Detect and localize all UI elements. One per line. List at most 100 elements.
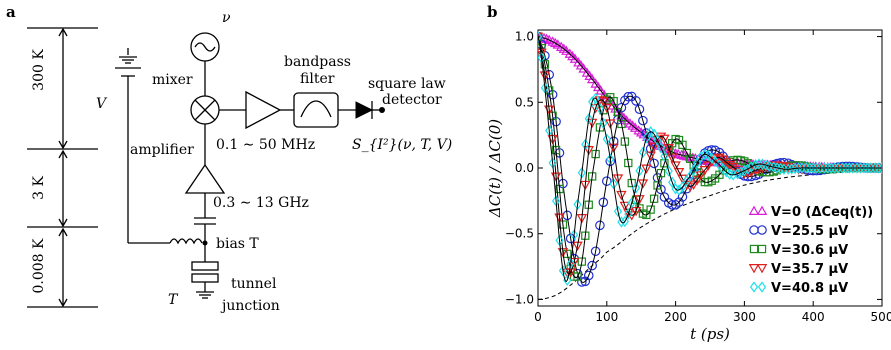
data-point <box>749 281 759 293</box>
data-point <box>631 182 641 194</box>
data-point <box>566 257 575 270</box>
data-point <box>538 32 544 43</box>
data-point <box>874 162 882 174</box>
legend-item: V=30.6 μV <box>749 243 848 258</box>
data-point <box>666 153 678 163</box>
x-tick-label: 400 <box>802 310 825 324</box>
data-point <box>595 220 605 231</box>
rf-amplifier: amplifier 0.3 ∼ 13 GHz <box>130 142 309 218</box>
data-point <box>558 264 568 277</box>
amplifier-label: amplifier <box>130 142 194 158</box>
y-tick-label: −1.0 <box>505 292 534 306</box>
y-tick-label: 1.0 <box>515 30 534 44</box>
data-point <box>699 166 711 176</box>
data-point <box>572 241 583 252</box>
data-point <box>620 137 630 146</box>
data-point <box>577 257 587 266</box>
data-point <box>538 48 547 59</box>
data-point <box>620 215 629 228</box>
data-point <box>686 170 695 182</box>
fit-curve <box>538 36 882 283</box>
data-point <box>601 176 612 186</box>
data-point <box>595 102 605 115</box>
series-5 <box>538 30 882 286</box>
data-point <box>852 162 862 174</box>
data-point <box>877 162 882 174</box>
data-point <box>629 122 641 132</box>
tunnel-junction: tunnel junction T <box>168 261 280 314</box>
data-point <box>617 216 626 228</box>
panel-b-label: b <box>487 3 498 21</box>
data-point <box>538 52 546 64</box>
data-point <box>598 97 609 107</box>
y-tick-label: 0.0 <box>515 161 534 175</box>
data-point <box>587 260 597 271</box>
envelope-curve <box>538 170 882 300</box>
data-point <box>674 197 684 207</box>
oscillator: ν <box>190 10 231 96</box>
data-point <box>830 162 839 174</box>
x-tick-label: 300 <box>733 310 756 324</box>
data-point <box>602 133 611 145</box>
data-point <box>668 176 677 188</box>
data-point <box>538 31 543 42</box>
if-amplifier: 0.1 ∼ 50 MHz <box>216 90 315 153</box>
data-point <box>673 168 685 178</box>
data-point <box>626 211 637 221</box>
data-point <box>756 205 768 215</box>
data-point <box>859 162 869 174</box>
data-point <box>616 190 627 201</box>
legend-item: V=35.7 μV <box>748 262 848 277</box>
data-point <box>649 128 659 140</box>
x-tick-label: 200 <box>664 310 687 324</box>
data-point <box>586 73 598 84</box>
data-point <box>757 244 767 254</box>
data-point <box>634 104 645 115</box>
data-point <box>583 270 594 281</box>
data-point <box>724 160 735 171</box>
data-point <box>624 158 633 168</box>
data-point <box>627 178 636 188</box>
data-point <box>805 162 814 174</box>
data-point <box>823 162 832 174</box>
data-point <box>598 197 609 208</box>
data-point <box>748 264 760 274</box>
data-point <box>590 246 601 257</box>
x-tick-label: 500 <box>871 310 891 324</box>
data-point <box>609 96 618 106</box>
data-point <box>695 171 706 181</box>
data-point <box>802 162 811 174</box>
data-point <box>751 159 760 171</box>
y-tick-label: −0.5 <box>505 227 534 241</box>
data-point <box>717 155 729 165</box>
data-point <box>605 119 616 129</box>
data-point <box>677 192 688 202</box>
output-signal-label: S_{I²}(ν, T, V) <box>352 137 452 153</box>
data-point <box>784 163 793 175</box>
data-point <box>591 92 600 104</box>
data-point <box>649 158 659 169</box>
data-point <box>642 210 651 220</box>
legend-label: V=30.6 μV <box>771 243 848 258</box>
legend-label: V=0 (ΔCeq(t)) <box>771 205 873 220</box>
x-tick-label: 0 <box>534 310 542 324</box>
data-point <box>577 277 587 287</box>
voltage-source: V <box>96 48 170 244</box>
data-point <box>601 103 613 113</box>
data-point <box>568 257 580 268</box>
oscillator-frequency-label: ν <box>222 10 231 26</box>
temperature-label: T <box>168 292 179 308</box>
data-point <box>649 194 659 203</box>
bandpass-filter: bandpass filter <box>284 54 356 128</box>
data-point <box>606 153 615 165</box>
data-point <box>538 30 543 43</box>
square-law-detector: square law detector S_{I²}(ν, T, V) <box>352 76 452 153</box>
data-point <box>591 149 600 159</box>
data-point <box>573 198 582 211</box>
bandpass-label-line1: bandpass <box>284 54 351 70</box>
data-point <box>660 159 669 168</box>
data-point <box>540 60 550 69</box>
x-axis: 0 100 200 300 400 500 <box>534 30 891 324</box>
data-point <box>732 166 743 176</box>
